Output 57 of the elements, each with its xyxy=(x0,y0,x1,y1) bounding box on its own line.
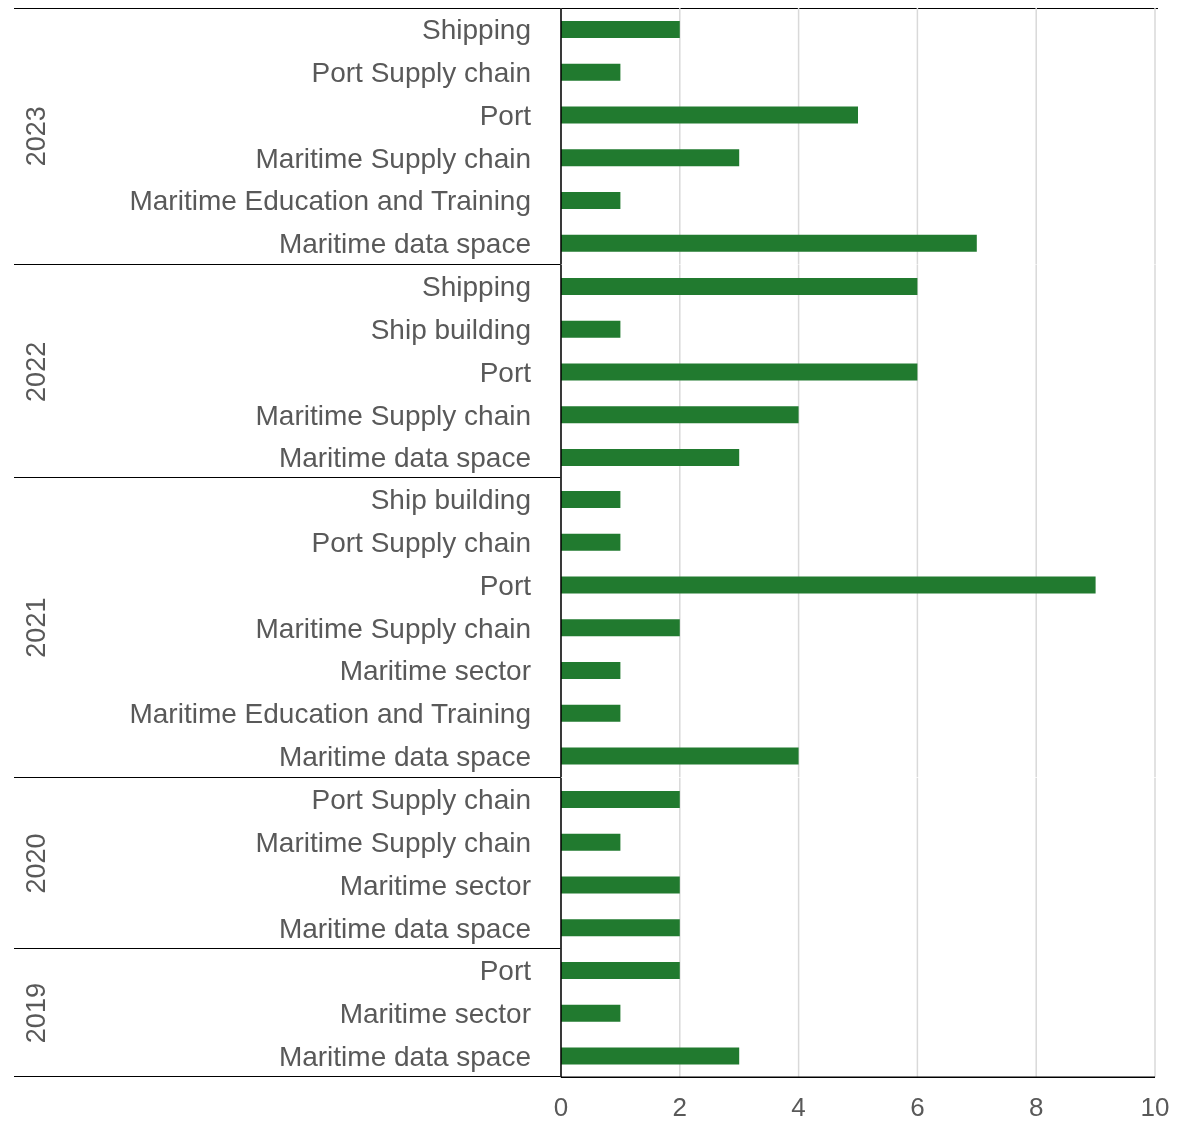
bar xyxy=(561,192,621,209)
bar xyxy=(561,619,680,637)
bar xyxy=(561,448,740,466)
bar xyxy=(561,1047,740,1064)
x-tick-label: 8 xyxy=(1028,1091,1044,1122)
y-tick-label: Shipping xyxy=(422,270,531,302)
y-tick-label: Port xyxy=(479,356,532,388)
y-tick-label: Port xyxy=(479,99,532,131)
y-tick-label: Maritime sector xyxy=(339,869,531,901)
y-tick-label: Maritime Education and Training xyxy=(129,185,531,217)
bar xyxy=(561,63,621,81)
y-tick-label: Maritime data space xyxy=(278,228,531,260)
y-tick-label: Ship building xyxy=(370,484,531,516)
y-axis-title: 2022 xyxy=(21,341,51,402)
y-tick-label: Port xyxy=(479,954,532,986)
bar xyxy=(561,576,1096,594)
bar xyxy=(561,405,799,423)
x-tick-label: 6 xyxy=(910,1091,925,1122)
y-tick-label: Maritime Supply chain xyxy=(255,826,531,858)
y-tick-label: Port Supply chain xyxy=(311,527,531,559)
y-tick-label: Port xyxy=(479,570,532,602)
y-tick-label: Port Supply chain xyxy=(311,57,531,89)
y-axis-title: 2020 xyxy=(21,832,51,894)
y-tick-label: Maritime Education and Training xyxy=(129,698,531,730)
y-axis-title: 2023 xyxy=(21,106,51,167)
y-tick-label: Maritime data space xyxy=(278,1040,531,1072)
y-tick-label: Shipping xyxy=(422,14,531,46)
bar xyxy=(561,149,740,167)
bar xyxy=(561,363,918,380)
bar xyxy=(561,705,621,722)
bar xyxy=(561,21,680,38)
bar xyxy=(561,662,621,680)
bar xyxy=(561,277,918,295)
y-axis-title: 2019 xyxy=(21,982,51,1043)
y-tick-label: Port Supply chain xyxy=(311,783,531,815)
bar xyxy=(561,534,621,551)
bar xyxy=(561,320,621,338)
y-tick-label: Maritime data space xyxy=(278,912,531,944)
bar xyxy=(561,234,977,252)
x-tick-label: 10 xyxy=(1140,1091,1170,1122)
x-tick-label: 2 xyxy=(672,1091,688,1122)
bar xyxy=(561,747,799,765)
y-tick-label: Maritime data space xyxy=(278,441,531,473)
y-tick-label: Maritime Supply chain xyxy=(255,612,531,644)
y-tick-label: Maritime data space xyxy=(278,741,531,773)
y-tick-label: Ship building xyxy=(370,313,531,345)
bar xyxy=(561,106,858,124)
y-tick-label: Maritime sector xyxy=(339,655,531,687)
bar xyxy=(561,961,680,979)
y-tick-label: Maritime sector xyxy=(339,997,531,1029)
y-tick-label: Maritime Supply chain xyxy=(255,142,531,174)
y-axis-title: 2021 xyxy=(21,597,51,658)
bar xyxy=(561,1004,621,1022)
x-tick-label: 0 xyxy=(553,1091,569,1122)
y-tick-label: Maritime Supply chain xyxy=(255,399,531,431)
x-tick-label: 4 xyxy=(791,1091,806,1122)
bar xyxy=(561,491,621,509)
